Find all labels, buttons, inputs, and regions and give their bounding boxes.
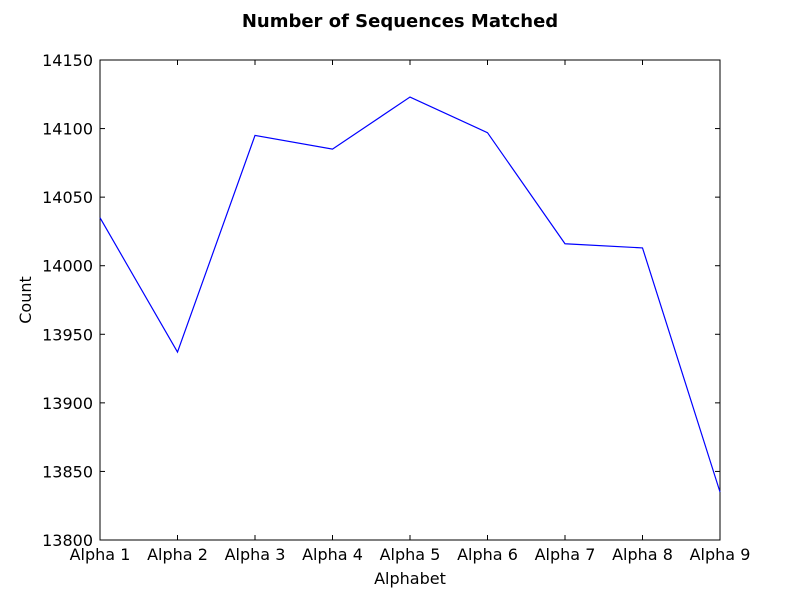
y-tick-label: 13850 (42, 462, 93, 481)
y-axis: 13800 13850 13900 13950 14000 14050 14100 14150 (42, 51, 720, 550)
y-tick-label: 14100 (42, 120, 93, 139)
x-tick-label: Alpha 7 (535, 545, 596, 564)
y-tick-label: 13900 (42, 394, 93, 413)
y-axis-label: Count (16, 276, 35, 324)
x-tick-label: Alpha 3 (225, 545, 286, 564)
x-tick-label: Alpha 2 (147, 545, 208, 564)
y-tick-label: 14050 (42, 188, 93, 207)
x-tick-label: Alpha 1 (70, 545, 131, 564)
series-layer (99, 96, 721, 493)
y-tick-label: 14150 (42, 51, 93, 70)
x-tick-label: Alpha 6 (457, 545, 518, 564)
y-tick-label: 14000 (42, 257, 93, 276)
y-tick-label: 13800 (42, 531, 93, 550)
chart-title: Number of Sequences Matched (242, 11, 558, 32)
x-tick-label: Alpha 9 (690, 545, 751, 564)
series-line (99, 96, 721, 493)
x-tick-label: Alpha 8 (612, 545, 673, 564)
x-axis: Alpha 1 Alpha 2 Alpha 3 Alpha 4 Alpha 5 Alpha… (70, 60, 751, 564)
plot-area (99, 59, 721, 541)
x-axis-label: Alphabet (374, 569, 446, 588)
x-tick-label: Alpha 5 (380, 545, 441, 564)
x-tick-label: Alpha 4 (302, 545, 363, 564)
y-tick-label: 13950 (42, 325, 93, 344)
